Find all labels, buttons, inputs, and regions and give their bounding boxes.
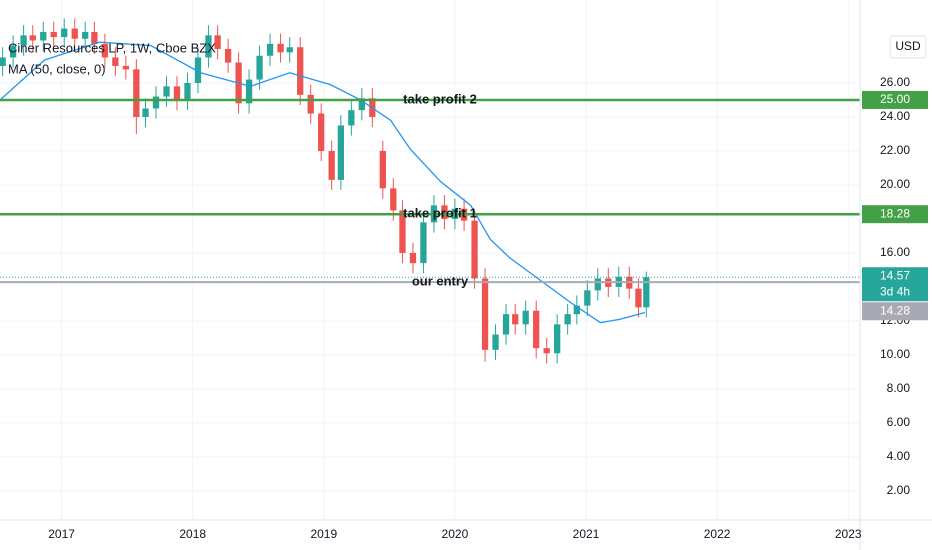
- x-tick-label: 2018: [179, 527, 206, 541]
- candle-body: [286, 47, 293, 53]
- candle-body: [29, 35, 36, 41]
- candle-body: [481, 278, 489, 350]
- candle-body: [266, 43, 274, 56]
- candle-body: [471, 220, 478, 279]
- candle-body: [522, 310, 529, 325]
- candle-body: [256, 55, 263, 80]
- candle-body: [297, 47, 304, 95]
- price-tag-label: 25.00: [880, 92, 910, 106]
- candle-body: [492, 334, 499, 350]
- candle-body: [184, 82, 191, 100]
- candle-body: [348, 110, 355, 126]
- x-tick-label: 2022: [704, 527, 731, 541]
- plot: take profit 2 take profit 1 our entry: [0, 18, 860, 364]
- candle-body: [20, 35, 27, 46]
- y-tick-label: 8.00: [887, 381, 911, 395]
- grid: [0, 0, 860, 520]
- candle-body: [40, 31, 47, 41]
- currency-button[interactable]: [889, 35, 927, 59]
- x-tick-label: 2019: [310, 527, 337, 541]
- candle-body: [441, 205, 448, 219]
- candle-body: [194, 57, 202, 83]
- last-price-label: 14.57: [880, 268, 910, 282]
- axes: 2.004.006.008.0010.0012.0016.0020.0022.0…: [48, 75, 928, 541]
- candle-body: [390, 188, 397, 211]
- candle-body: [112, 57, 119, 66]
- candle-body: [564, 314, 571, 325]
- last-price-tag: [862, 267, 928, 302]
- y-tick-label: 2.00: [887, 483, 911, 497]
- y-tick-label: 24.00: [880, 109, 910, 123]
- candle-body: [133, 69, 140, 117]
- candle-body: [409, 252, 417, 264]
- candle-body: [573, 305, 580, 315]
- countdown-label: 3d 4h: [880, 284, 910, 298]
- y-tick-label: 16.00: [880, 245, 910, 259]
- candle-body: [142, 108, 149, 117]
- price-tag-label: 14.28: [880, 303, 910, 317]
- indicator-legend: MA (50, close, 0): [8, 61, 106, 76]
- candle-body: [643, 277, 650, 308]
- candle-body: [61, 28, 68, 38]
- candle-body: [173, 86, 181, 100]
- candle-body: [163, 86, 170, 97]
- candle-body: [91, 31, 98, 44]
- candle-body: [71, 28, 78, 39]
- candle-body: [420, 222, 427, 264]
- level-label: take profit 2: [403, 91, 477, 106]
- candle-body: [337, 125, 344, 180]
- candle-body: [512, 314, 519, 325]
- candle-body: [379, 150, 386, 189]
- x-tick-label: 2021: [573, 527, 600, 541]
- chart-title: Ciner Resources LP, 1W, Cboe BZX: [8, 40, 216, 55]
- y-tick-label: 10.00: [880, 347, 910, 361]
- candle-body: [358, 98, 365, 111]
- x-tick-label: 2017: [48, 527, 75, 541]
- candle-body: [50, 31, 57, 38]
- candle-body: [502, 314, 510, 335]
- candle-body: [328, 150, 335, 180]
- candle-body: [205, 35, 212, 58]
- candle-body: [318, 113, 325, 151]
- candle-body: [399, 210, 406, 253]
- candle-body: [9, 45, 17, 58]
- candle-body: [0, 57, 6, 66]
- x-tick-label: 2020: [442, 527, 469, 541]
- candle-body: [307, 94, 314, 114]
- y-tick-label: 20.00: [880, 177, 910, 191]
- candle-body: [554, 324, 561, 354]
- y-tick-label: 22.00: [880, 143, 910, 157]
- candle-body: [101, 43, 109, 58]
- currency-label[interactable]: USD: [895, 39, 921, 53]
- candle-body: [543, 348, 550, 354]
- candle-body: [277, 43, 284, 53]
- price-tag: [862, 302, 928, 321]
- y-tick-label: 4.00: [887, 449, 911, 463]
- candle-body: [122, 65, 129, 70]
- candle-body: [152, 96, 160, 109]
- x-tick-label: 2023: [835, 527, 862, 541]
- candle-body: [245, 79, 253, 104]
- candle-body: [224, 48, 232, 63]
- level-label: our entry: [412, 274, 469, 289]
- level-label: take profit 1: [403, 206, 477, 221]
- price-tag-label: 18.28: [880, 206, 910, 220]
- y-tick-label: 6.00: [887, 415, 911, 429]
- candle-body: [82, 31, 89, 39]
- price-tag: [862, 205, 928, 224]
- moving-average: [0, 41, 646, 324]
- price-tag: [862, 90, 928, 109]
- candle-body: [584, 290, 591, 306]
- candle-body: [214, 35, 221, 49]
- y-tick-label: 26.00: [880, 75, 910, 89]
- candle-body: [594, 278, 601, 291]
- candle-body: [533, 310, 540, 349]
- candle-body: [635, 288, 642, 308]
